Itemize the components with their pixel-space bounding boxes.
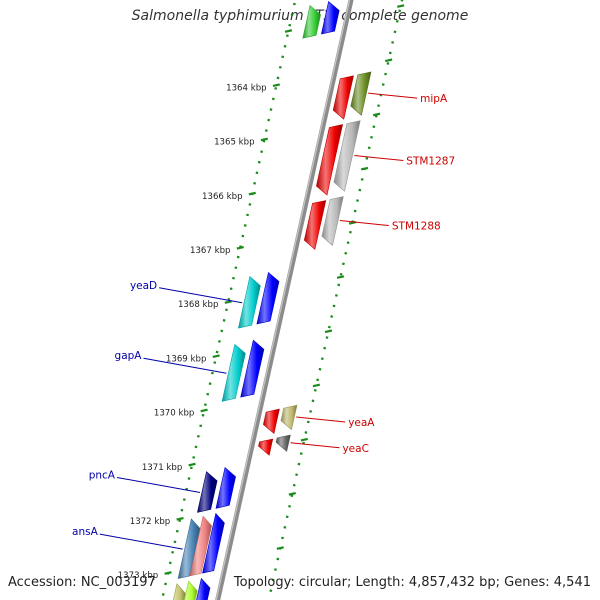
gene-arrow: [215, 467, 236, 509]
ruler-tick-right: [324, 329, 333, 334]
ruler-tick-left: [188, 462, 196, 467]
gene-arrow: [258, 438, 274, 456]
gene-arrow: [189, 515, 213, 577]
gene-label-yeaa[interactable]: yeaA: [348, 417, 375, 429]
gene-arrow: [303, 200, 327, 250]
gene-label-leader: [296, 416, 346, 423]
gene-label-leader: [143, 357, 227, 374]
gene-arrow: [184, 580, 198, 600]
gene-arrow: [302, 5, 321, 39]
gene-arrow: [202, 512, 225, 574]
ruler-tick-left: [260, 137, 268, 142]
kbp-tick-label: 1365 kbp: [214, 138, 255, 148]
ruler-tick-left: [284, 29, 293, 33]
gene-arrow: [280, 404, 298, 431]
ruler-tick-left: [224, 300, 232, 304]
ruler-tick-right: [300, 437, 308, 442]
gene-label-stm1288[interactable]: STM1288: [392, 221, 441, 233]
gene-label-pnca[interactable]: pncA: [89, 469, 116, 481]
gene-arrow: [316, 124, 343, 196]
ruler-tick-right: [276, 546, 284, 550]
ruler-tick-right: [397, 4, 405, 8]
gene-arrow: [197, 471, 218, 513]
ruler-tick-left: [236, 245, 244, 250]
ruler-tick-left: [248, 191, 256, 196]
genome-title: Salmonella typhimurium LT2, complete gen…: [131, 8, 469, 24]
kbp-tick-label: 1364 kbp: [226, 83, 267, 93]
gene-arrow: [221, 343, 246, 402]
gene-label-leader: [354, 154, 404, 161]
topology-info: Topology: circular; Length: 4,857,432 bp…: [234, 575, 591, 590]
gene-label-mipa[interactable]: mipA: [420, 93, 448, 105]
ruler-tick-right: [384, 58, 393, 63]
ruler-tick-right: [288, 492, 296, 496]
gene-label-leader: [116, 476, 201, 493]
gene-label-gapa[interactable]: gapA: [115, 350, 143, 362]
gene-label-leader: [339, 220, 389, 227]
ruler-tick-right: [336, 275, 345, 279]
ruler-tick-left: [164, 571, 172, 575]
gene-label-leader: [99, 533, 183, 550]
gene-label-ansa[interactable]: ansA: [72, 526, 99, 538]
genome-backbone-highlight: [215, 0, 351, 600]
kbp-tick-label: 1369 kbp: [166, 354, 207, 364]
gene-label-yead[interactable]: yeaD: [130, 280, 157, 292]
gene-arrow: [196, 577, 211, 600]
accession-label: Accession:: [8, 575, 81, 590]
gene-arrow: [275, 434, 291, 452]
kbp-tick-label: 1370 kbp: [154, 409, 195, 419]
length-value: 4,857,432 bp: [408, 575, 496, 590]
gene-arrow: [172, 583, 186, 600]
gene-arrow: [177, 518, 201, 579]
accession-value: NC_003197: [80, 575, 156, 590]
ruler-tick-right: [312, 383, 321, 388]
topology-label: Topology:: [233, 575, 299, 590]
gene-label-leader: [290, 442, 340, 449]
ruler-ticks: [160, 0, 405, 600]
gene-arrow: [333, 120, 361, 192]
gene-label-yeac[interactable]: yeaC: [342, 443, 368, 455]
gene-arrow: [332, 75, 354, 120]
gene-arrow: [321, 0, 340, 35]
genome-backbone-line: [215, 0, 354, 600]
gene-label-leader: [159, 287, 243, 304]
ruler-tick-right: [360, 166, 369, 171]
gene-arrow: [256, 271, 280, 325]
kbp-tick-label: 1366 kbp: [202, 192, 243, 202]
kbp-scale-labels: 1364 kbp 1365 kbp 1366 kbp 1367 kbp 1368 kbp…: [118, 83, 267, 581]
ruler-tick-left: [200, 408, 208, 413]
accession-info: Accession: NC_003197: [8, 575, 156, 590]
kbp-tick-label: 1367 kbp: [190, 246, 231, 256]
ruler-tick-left: [212, 354, 220, 359]
gene-arrow: [240, 339, 265, 398]
ruler-tick-left: [176, 516, 184, 521]
length-label: ; Length:: [346, 575, 409, 590]
gene-arrow: [321, 196, 344, 246]
genes-label: ; Genes:: [495, 575, 554, 590]
gene-labels: mipA STM1287 STM1288 yeaD gapA yeaA yeaC pncA an…: [72, 92, 455, 550]
gene-arrow: [263, 408, 280, 435]
ruler-tick-right: [372, 112, 381, 117]
gene-arrow: [350, 71, 372, 116]
kbp-tick-label: 1372 kbp: [130, 517, 171, 527]
ruler-tick-left: [272, 83, 281, 88]
gene-features: [172, 0, 372, 600]
kbp-tick-label: 1373 kbp: [118, 571, 159, 581]
kbp-tick-label: 1368 kbp: [178, 300, 219, 310]
genome-backbone: [215, 0, 354, 600]
gene-label-leader: [368, 92, 418, 99]
kbp-tick-label: 1371 kbp: [142, 463, 183, 473]
gene-arrow: [238, 276, 261, 329]
genes-value: 4,541: [553, 575, 591, 590]
gene-label-stm1287[interactable]: STM1287: [406, 155, 455, 167]
topology-value: circular: [298, 575, 347, 590]
